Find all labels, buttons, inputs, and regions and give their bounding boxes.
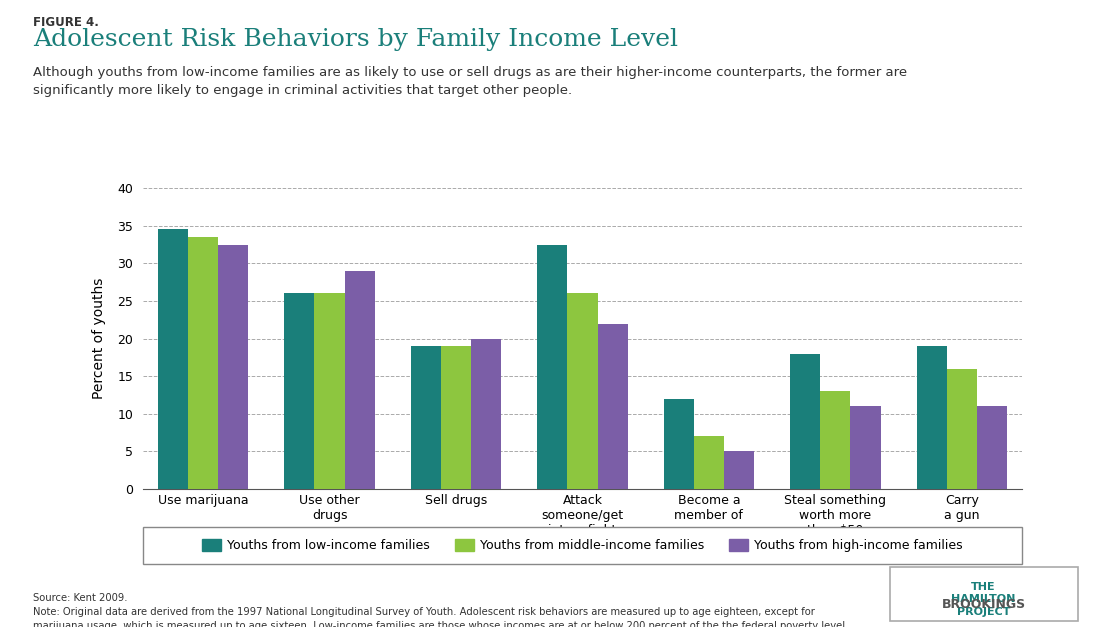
Bar	[947, 369, 977, 489]
Bar	[537, 245, 567, 489]
Bar	[188, 237, 218, 489]
Bar	[471, 339, 501, 489]
FancyBboxPatch shape	[143, 527, 1022, 564]
Bar	[314, 293, 345, 489]
Text: Adolescent Risk Behaviors by Family Income Level: Adolescent Risk Behaviors by Family Inco…	[33, 28, 678, 51]
Bar	[441, 346, 471, 489]
Bar	[693, 436, 724, 489]
Bar	[411, 346, 441, 489]
Bar	[218, 245, 248, 489]
Text: THE
HAMILTON
PROJECT: THE HAMILTON PROJECT	[952, 582, 1015, 617]
Bar	[790, 354, 820, 489]
Bar	[917, 346, 947, 489]
Bar	[820, 391, 851, 489]
Bar	[664, 399, 693, 489]
Bar	[345, 271, 375, 489]
Text: Source: Kent 2009.
Note: Original data are derived from the 1997 National Longit: Source: Kent 2009. Note: Original data a…	[33, 593, 845, 627]
Bar	[567, 293, 598, 489]
Bar	[851, 406, 880, 489]
Bar	[285, 293, 314, 489]
Text: Although youths from low-income families are as likely to use or sell drugs as a: Although youths from low-income families…	[33, 66, 907, 97]
Text: FIGURE 4.: FIGURE 4.	[33, 16, 99, 29]
FancyBboxPatch shape	[890, 567, 1077, 621]
Y-axis label: Percent of youths: Percent of youths	[92, 278, 107, 399]
Bar	[158, 229, 188, 489]
Bar	[977, 406, 1007, 489]
Legend: Youths from low-income families, Youths from middle-income families, Youths from: Youths from low-income families, Youths …	[197, 534, 968, 557]
Bar	[598, 324, 628, 489]
Text: BROOKINGS: BROOKINGS	[942, 598, 1025, 611]
Bar	[724, 451, 754, 489]
